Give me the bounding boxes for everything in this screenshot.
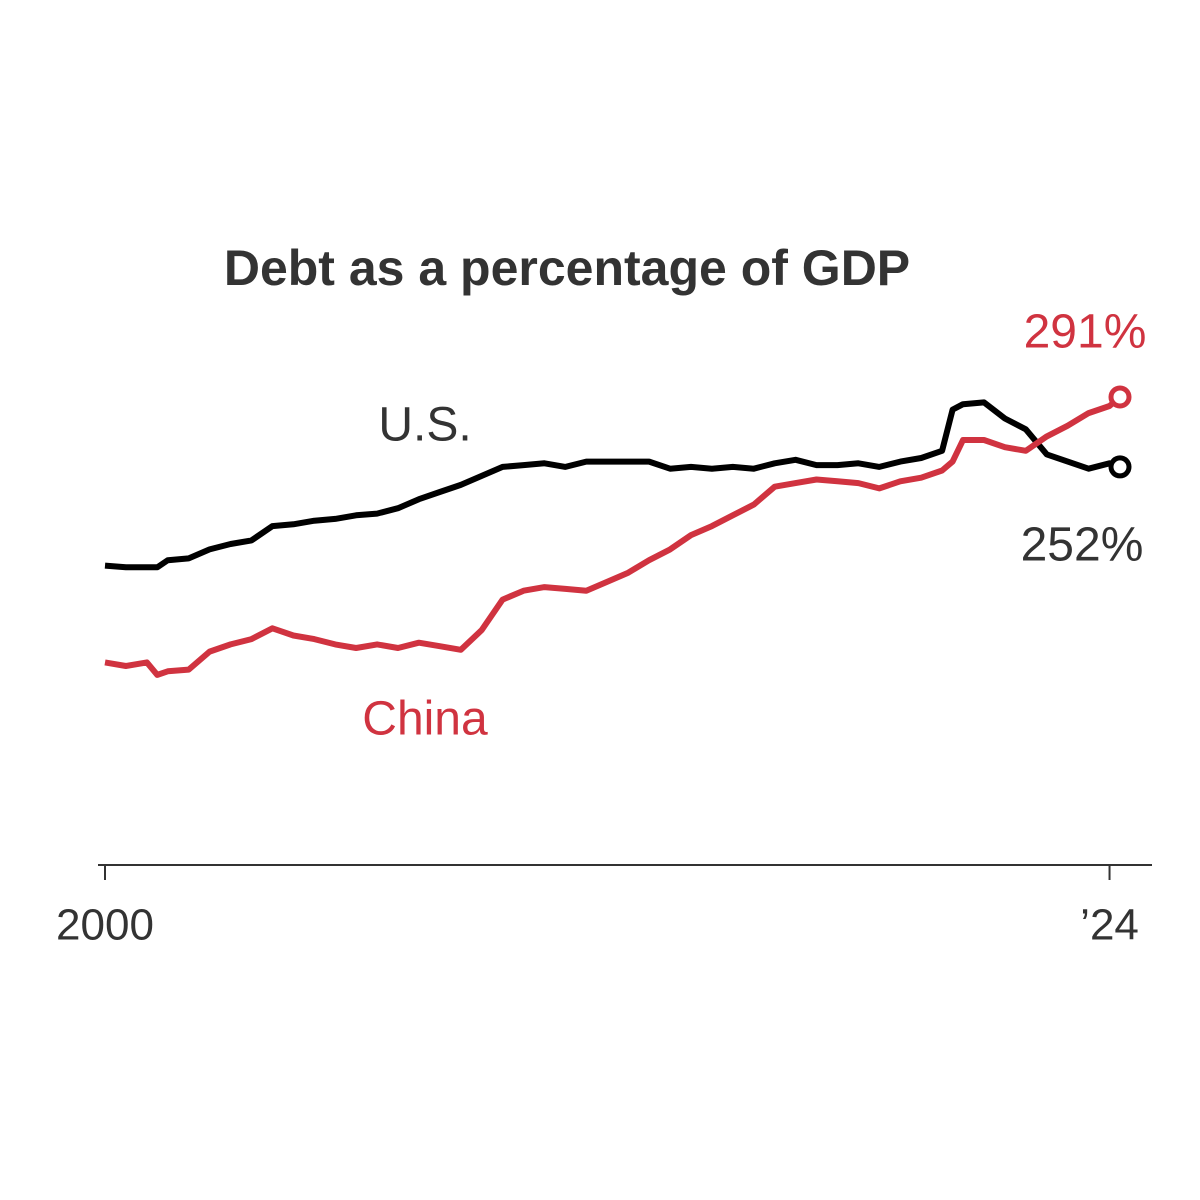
series-label: China <box>362 693 488 746</box>
series-line <box>104 399 1121 571</box>
series-label: U.S. <box>378 399 471 452</box>
series-line <box>104 394 1122 678</box>
end-marker <box>1108 455 1132 479</box>
chart-title: Debt as a percentage of GDP <box>224 240 910 296</box>
value-label: 291% <box>1024 306 1147 359</box>
x-tick-label: 2000 <box>56 901 154 950</box>
end-marker <box>1108 385 1132 409</box>
value-label: 252% <box>1021 519 1144 572</box>
x-tick-label: ’24 <box>1080 901 1139 950</box>
